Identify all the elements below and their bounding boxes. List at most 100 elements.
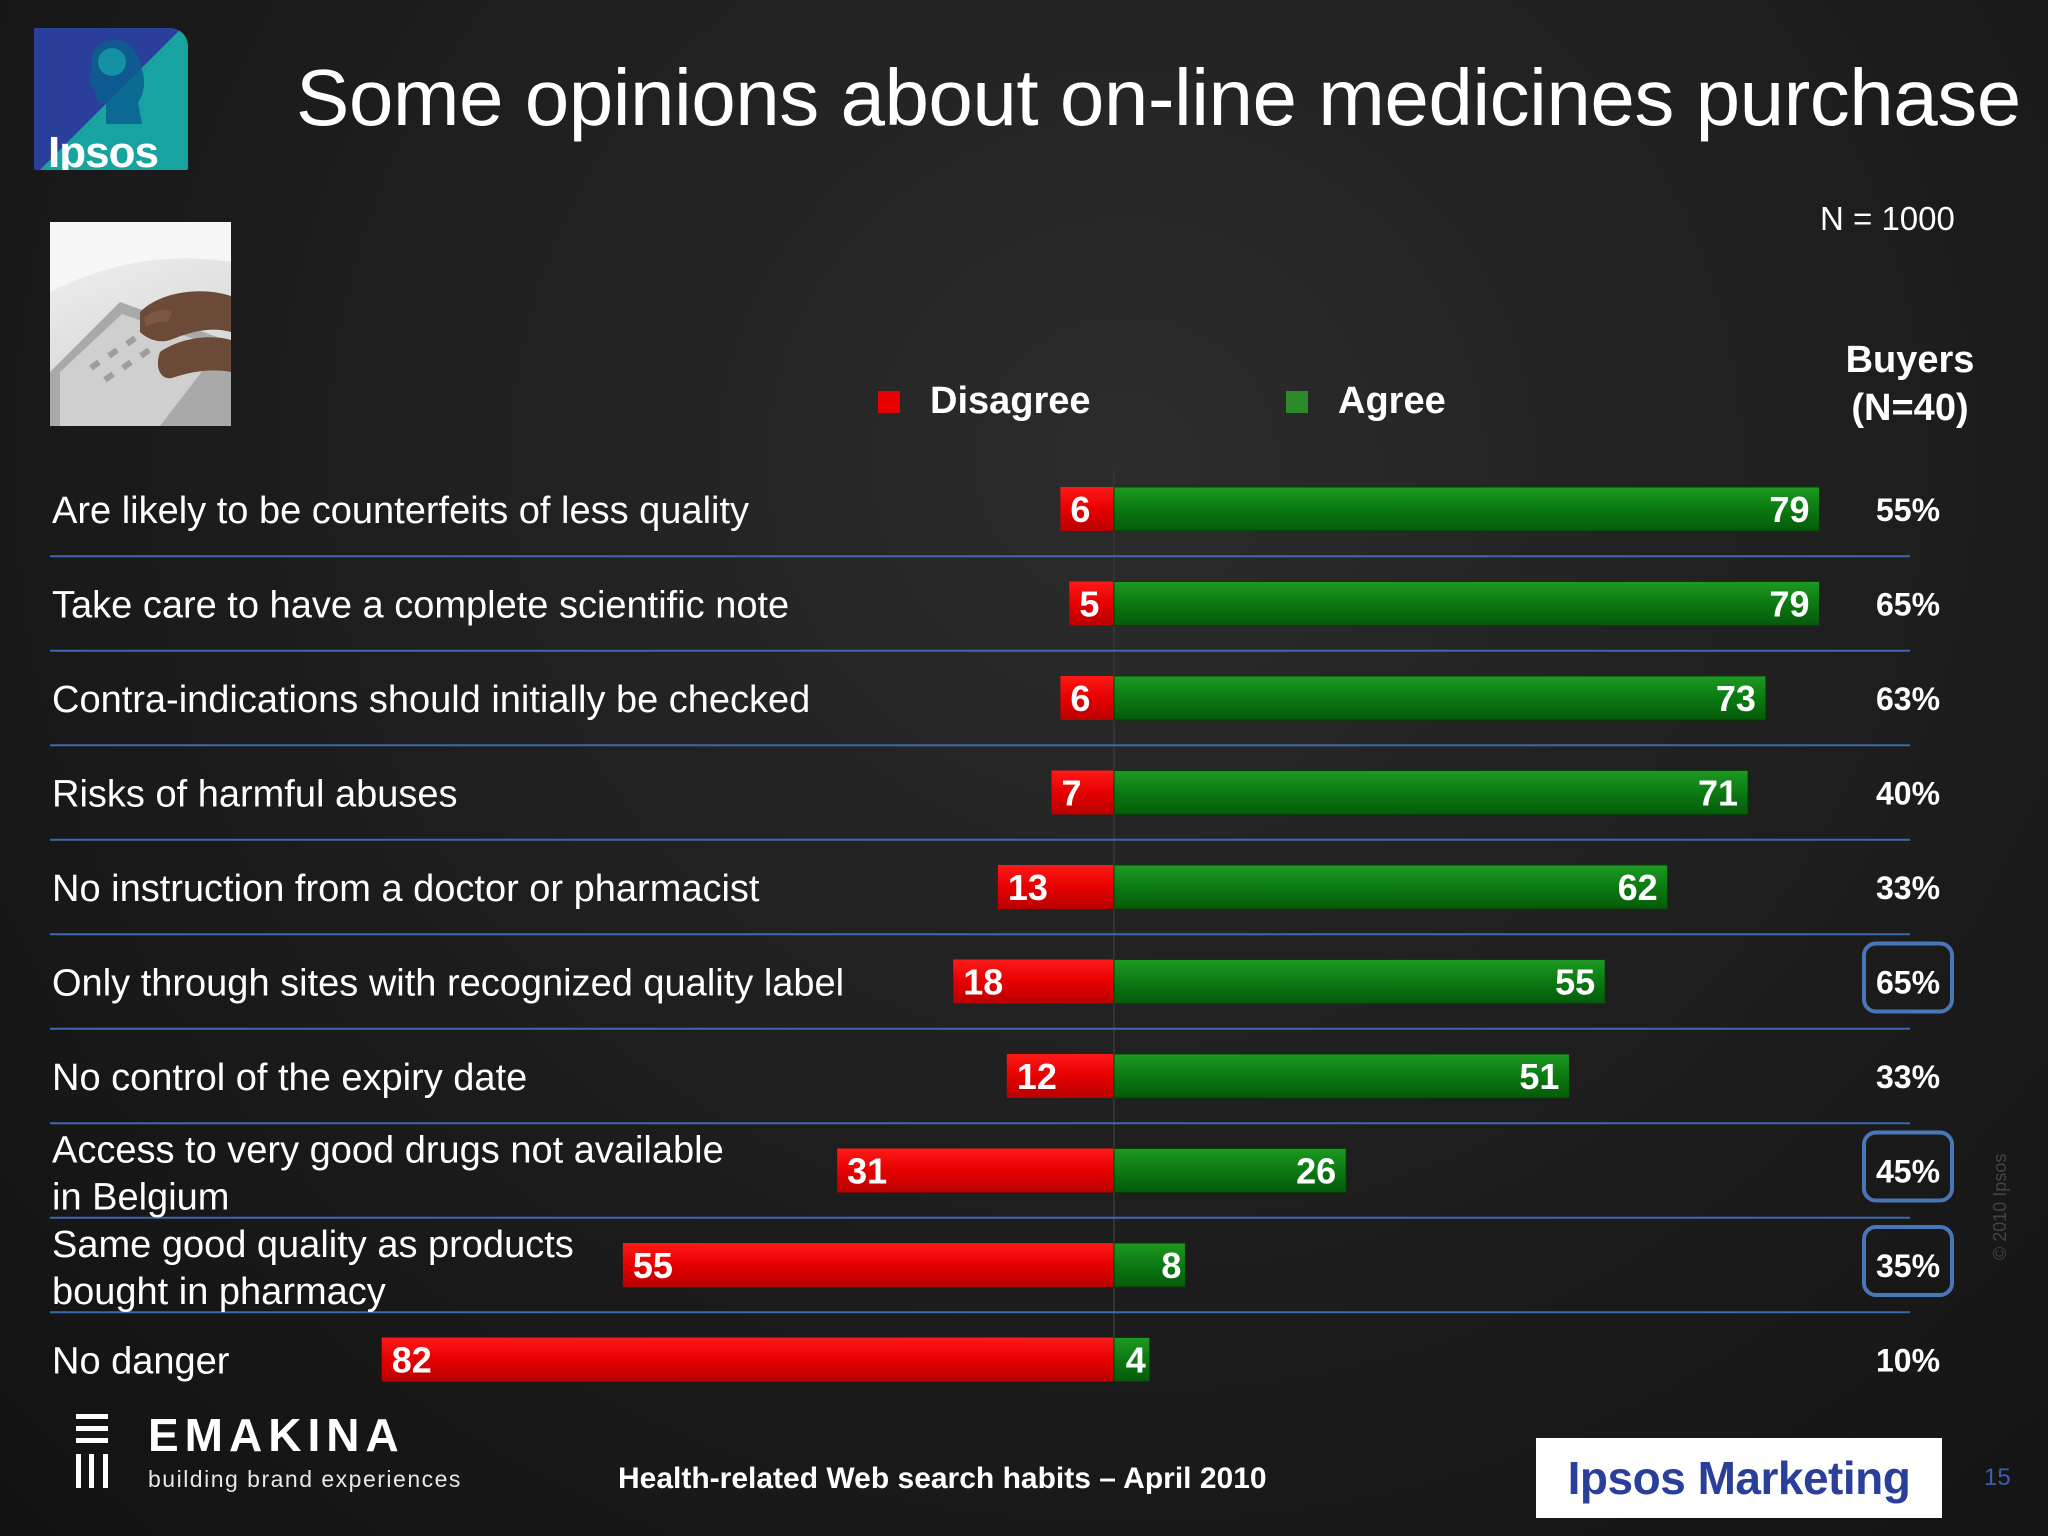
bar-disagree xyxy=(1060,676,1114,720)
bar-disagree xyxy=(837,1148,1114,1193)
category-label: Contra-indications should initially be c… xyxy=(52,679,810,721)
buyers-value: 40% xyxy=(1876,776,1940,812)
buyers-header-line1: Buyers xyxy=(1845,339,1975,381)
bar-agree xyxy=(1113,770,1749,815)
value-label-agree: 71 xyxy=(1698,773,1738,814)
emakina-mark-icon xyxy=(76,1414,108,1488)
category-label: Risks of harmful abuses xyxy=(52,774,458,816)
value-label-disagree: 7 xyxy=(1061,773,1081,814)
category-label-line: Same good quality as products xyxy=(52,1224,574,1266)
value-label-agree: 4 xyxy=(1126,1340,1146,1381)
buyers-value: 65% xyxy=(1876,965,1940,1001)
page-title: Some opinions about on-line medicines pu… xyxy=(296,53,2021,142)
buyers-value: 45% xyxy=(1876,1154,1940,1190)
category-label: No control of the expiry date xyxy=(52,1057,527,1099)
ipsos-logo-text: Ipsos xyxy=(48,128,159,170)
ipsos-logo: Ipsos xyxy=(34,28,188,170)
bar-agree xyxy=(1113,581,1820,626)
chart-row: No danger 82 4 10% xyxy=(52,1337,1940,1383)
value-label-disagree: 55 xyxy=(633,1245,673,1286)
value-label-agree: 51 xyxy=(1519,1056,1559,1097)
page-number: 15 xyxy=(1984,1464,2011,1491)
legend-disagree: Disagree xyxy=(878,380,1091,423)
value-label-agree: 73 xyxy=(1716,678,1756,719)
category-label-line: bought in pharmacy xyxy=(52,1271,386,1313)
emakina-brand: EMAKINA xyxy=(148,1409,405,1461)
category-label-line: No danger xyxy=(52,1341,230,1383)
value-label-agree: 79 xyxy=(1769,489,1809,530)
category-label: No instruction from a doctor or pharmaci… xyxy=(52,868,760,910)
category-label-line: Take care to have a complete scientific … xyxy=(52,585,789,627)
category-label-line: No instruction from a doctor or pharmaci… xyxy=(52,868,760,910)
legend-label-disagree: Disagree xyxy=(930,380,1091,422)
value-label-agree: 26 xyxy=(1296,1151,1336,1192)
legend-label-agree: Agree xyxy=(1338,380,1446,422)
legend-swatch-agree xyxy=(1286,390,1308,413)
category-label: Are likely to be counterfeits of less qu… xyxy=(52,490,749,532)
buyers-value: 65% xyxy=(1876,587,1940,623)
category-label-line: in Belgium xyxy=(52,1177,229,1219)
chart-row: No control of the expiry date 12 51 33% xyxy=(50,1053,1940,1125)
value-label-agree: 62 xyxy=(1618,867,1658,908)
chart-row: Contra-indications should initially be c… xyxy=(50,675,1940,747)
source-note: Health-related Web search habits – April… xyxy=(618,1462,1267,1495)
sample-size: N = 1000 xyxy=(1820,200,1955,237)
chart-row: Risks of harmful abuses 7 71 40% xyxy=(50,770,1940,841)
bar-disagree xyxy=(1069,581,1114,626)
category-label-line: Risks of harmful abuses xyxy=(52,774,458,816)
bar-agree xyxy=(1113,1242,1186,1288)
bar-agree xyxy=(1113,959,1606,1004)
bar-agree xyxy=(1113,1148,1347,1193)
value-label-disagree: 82 xyxy=(392,1340,432,1381)
bar-agree xyxy=(1113,486,1820,532)
bar-agree xyxy=(1113,1337,1151,1382)
buyers-value: 55% xyxy=(1876,492,1940,528)
category-label-line: Contra-indications should initially be c… xyxy=(52,679,810,721)
category-label: Same good quality as products bought in p… xyxy=(52,1224,574,1313)
value-label-disagree: 18 xyxy=(963,962,1003,1003)
chart-row: Take care to have a complete scientific … xyxy=(50,581,1940,652)
chart-row: Only through sites with recognized quali… xyxy=(50,941,1954,1030)
category-label: Only through sites with recognized quali… xyxy=(52,963,844,1005)
head-silhouette-icon xyxy=(89,40,145,124)
bar-disagree xyxy=(997,865,1114,909)
category-label: Take care to have a complete scientific … xyxy=(52,585,789,627)
bar-disagree xyxy=(1051,770,1114,815)
laptop-hands-icon xyxy=(50,222,231,426)
chart-row: Are likely to be counterfeits of less qu… xyxy=(50,486,1940,558)
bar-disagree xyxy=(622,1243,1114,1287)
buyers-highlight-box xyxy=(1862,941,1954,1014)
bar-disagree xyxy=(1006,1054,1114,1098)
category-label: No danger xyxy=(52,1341,230,1383)
category-label-line: Access to very good drugs not available xyxy=(52,1130,724,1172)
legend-agree: Agree xyxy=(1286,380,1446,423)
copyright-note: © 2010 Ipsos xyxy=(1990,1153,2010,1260)
buyers-header-line2: (N=40) xyxy=(1851,387,1969,429)
chart-row: No instruction from a doctor or pharmaci… xyxy=(50,864,1940,936)
bar-disagree xyxy=(381,1337,1114,1382)
category-label: Access to very good drugs not available i… xyxy=(52,1130,724,1219)
bar-agree xyxy=(1113,1053,1570,1099)
buyers-value: 63% xyxy=(1876,681,1940,717)
value-label-disagree: 13 xyxy=(1008,867,1048,908)
category-label-line: No control of the expiry date xyxy=(52,1057,527,1099)
bar-agree xyxy=(1113,675,1767,721)
chart-row: Same good quality as products bought in p… xyxy=(50,1224,1954,1314)
bar-agree xyxy=(1113,864,1669,910)
legend-swatch-disagree xyxy=(878,390,900,413)
buyers-value: 10% xyxy=(1876,1343,1940,1379)
value-label-disagree: 5 xyxy=(1079,584,1099,625)
ipsos-marketing-logo: Ipsos Marketing xyxy=(1536,1438,1942,1518)
buyers-value: 33% xyxy=(1876,870,1940,906)
buyers-value: 33% xyxy=(1876,1059,1940,1095)
buyers-highlight-box xyxy=(1862,1130,1954,1203)
category-label-line: Are likely to be counterfeits of less qu… xyxy=(52,490,749,532)
buyers-value: 35% xyxy=(1876,1248,1940,1284)
emakina-tagline: building brand experiences xyxy=(148,1466,462,1492)
value-label-agree: 55 xyxy=(1555,962,1595,1003)
chart-row: Access to very good drugs not available i… xyxy=(50,1130,1954,1219)
buyers-column-header: Buyers (N=40) xyxy=(1820,336,2000,432)
value-label-disagree: 31 xyxy=(847,1151,887,1192)
value-label-disagree: 6 xyxy=(1070,678,1090,719)
